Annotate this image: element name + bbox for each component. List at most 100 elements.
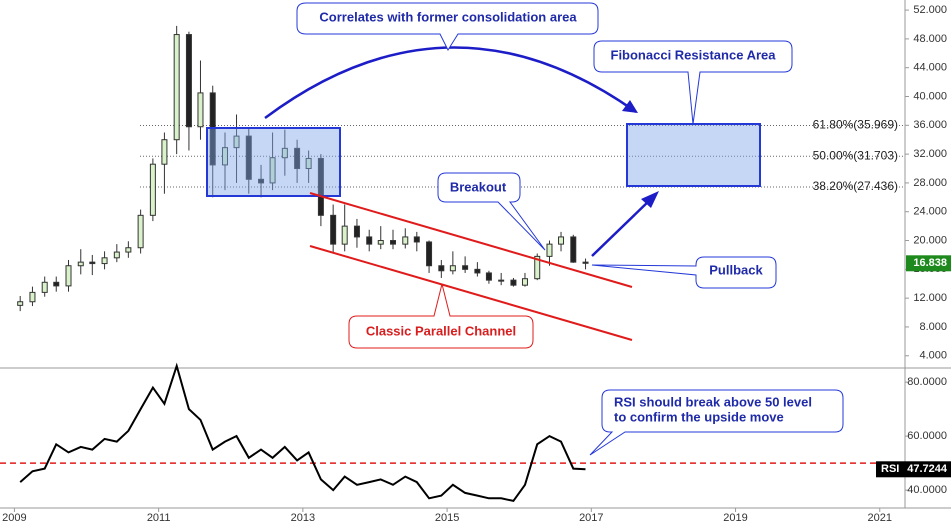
candle-body [402,236,409,245]
y-tick-label: 60.0000 [907,430,947,442]
fib-label: 61.80%(35.969) [813,118,898,132]
candle-body [413,236,420,243]
callout-text: Fibonacci Resistance Area [611,47,777,62]
channel-lower [309,245,633,341]
y-tick-label: 12.000 [913,292,947,304]
candle-body [65,265,72,287]
candle-body [269,157,276,184]
candle-body [317,157,324,216]
candle-body [197,92,204,128]
candle-body [294,147,301,170]
callout [593,40,793,125]
x-tick-label: 2009 [2,512,26,524]
rsi-badge-value: 47.7244 [907,463,948,475]
candle-body [353,225,360,238]
x-tick-label: 2021 [868,512,892,524]
candle-body [485,272,492,281]
candle-body [281,147,288,159]
callout-text: to confirm the upside move [614,409,784,424]
callout-text: RSI should break above 50 level [614,394,812,409]
callout-text: Pullback [709,262,763,277]
y-tick-label: 40.0000 [907,484,947,496]
candle-body [221,147,228,166]
candle-body [534,255,541,280]
channel-upper [309,192,633,288]
y-tick-label: 8.000 [919,321,947,333]
candle-body [245,135,252,180]
consolidation-box [206,127,341,197]
y-tick-label: 28.000 [913,177,947,189]
candle-body [29,291,36,303]
arrow-head [622,100,638,113]
candle-body [161,139,168,165]
candle-body [185,34,192,128]
arc-arrow [264,46,637,120]
candle-body [582,261,589,264]
candle-body [330,214,337,245]
candle-body [449,265,456,272]
callout-text: Breakout [450,179,507,194]
candle-body [101,257,108,265]
candle-body [41,281,48,293]
candle-body [521,278,528,286]
candle-body [438,265,445,272]
candle-body [377,240,384,245]
price-badge [906,255,951,272]
candle-body [462,265,469,270]
fibonacci-box [626,123,761,187]
x-tick-label: 2015 [435,512,459,524]
callout [437,172,546,251]
y-tick-label: 32.000 [913,148,947,160]
y-tick-label: 20.000 [913,234,947,246]
y-tick-label: 44.000 [913,62,947,74]
y-tick-label: 36.000 [913,119,947,131]
x-tick-label: 2017 [579,512,603,524]
candle-body [341,225,348,245]
candle-body [233,135,240,149]
candle-body [89,261,96,265]
candle-body [17,301,24,306]
callout-text: Classic Parallel Channel [366,323,516,338]
callout [348,283,534,349]
candle-body [77,261,84,267]
candle-body [258,178,265,184]
fib-label: 50.00%(31.703) [813,148,898,162]
callout [591,256,777,289]
x-tick-label: 2013 [291,512,315,524]
y-tick-label: 4.000 [919,350,947,362]
arrow-head [641,191,659,208]
candle-body [305,157,312,170]
price-badge-label: 16.838 [913,257,947,269]
candle-body [125,247,132,253]
x-tick-label: 2019 [723,512,747,524]
candle-body [426,241,433,267]
y-tick-label: 40.000 [913,90,947,102]
y-tick-label: 48.000 [913,33,947,45]
candle-body [137,214,144,249]
rsi-line [19,362,586,503]
candle-body [474,268,481,274]
candle-body [113,251,120,259]
y-tick-label: 52.000 [913,4,947,16]
y-tick-label: 24.000 [913,206,947,218]
candle-body [390,240,397,245]
candle-body [173,34,180,141]
callout [589,389,844,456]
candle-body [558,236,565,245]
callout [296,2,599,52]
rsi-badge-name: RSI [881,463,899,475]
callout-text: Correlates with former consolidation are… [319,9,577,24]
x-tick-label: 2011 [147,512,171,524]
candle-body [53,281,60,287]
candle-body [366,236,373,245]
candle-body [498,279,505,282]
candle-body [546,243,553,257]
candle-body [570,236,577,263]
fib-label: 38.20%(27.436) [813,179,898,193]
rsi-badge [876,461,951,478]
up-arrow [591,197,653,257]
candle-body [149,163,156,216]
candle-body [510,279,517,286]
